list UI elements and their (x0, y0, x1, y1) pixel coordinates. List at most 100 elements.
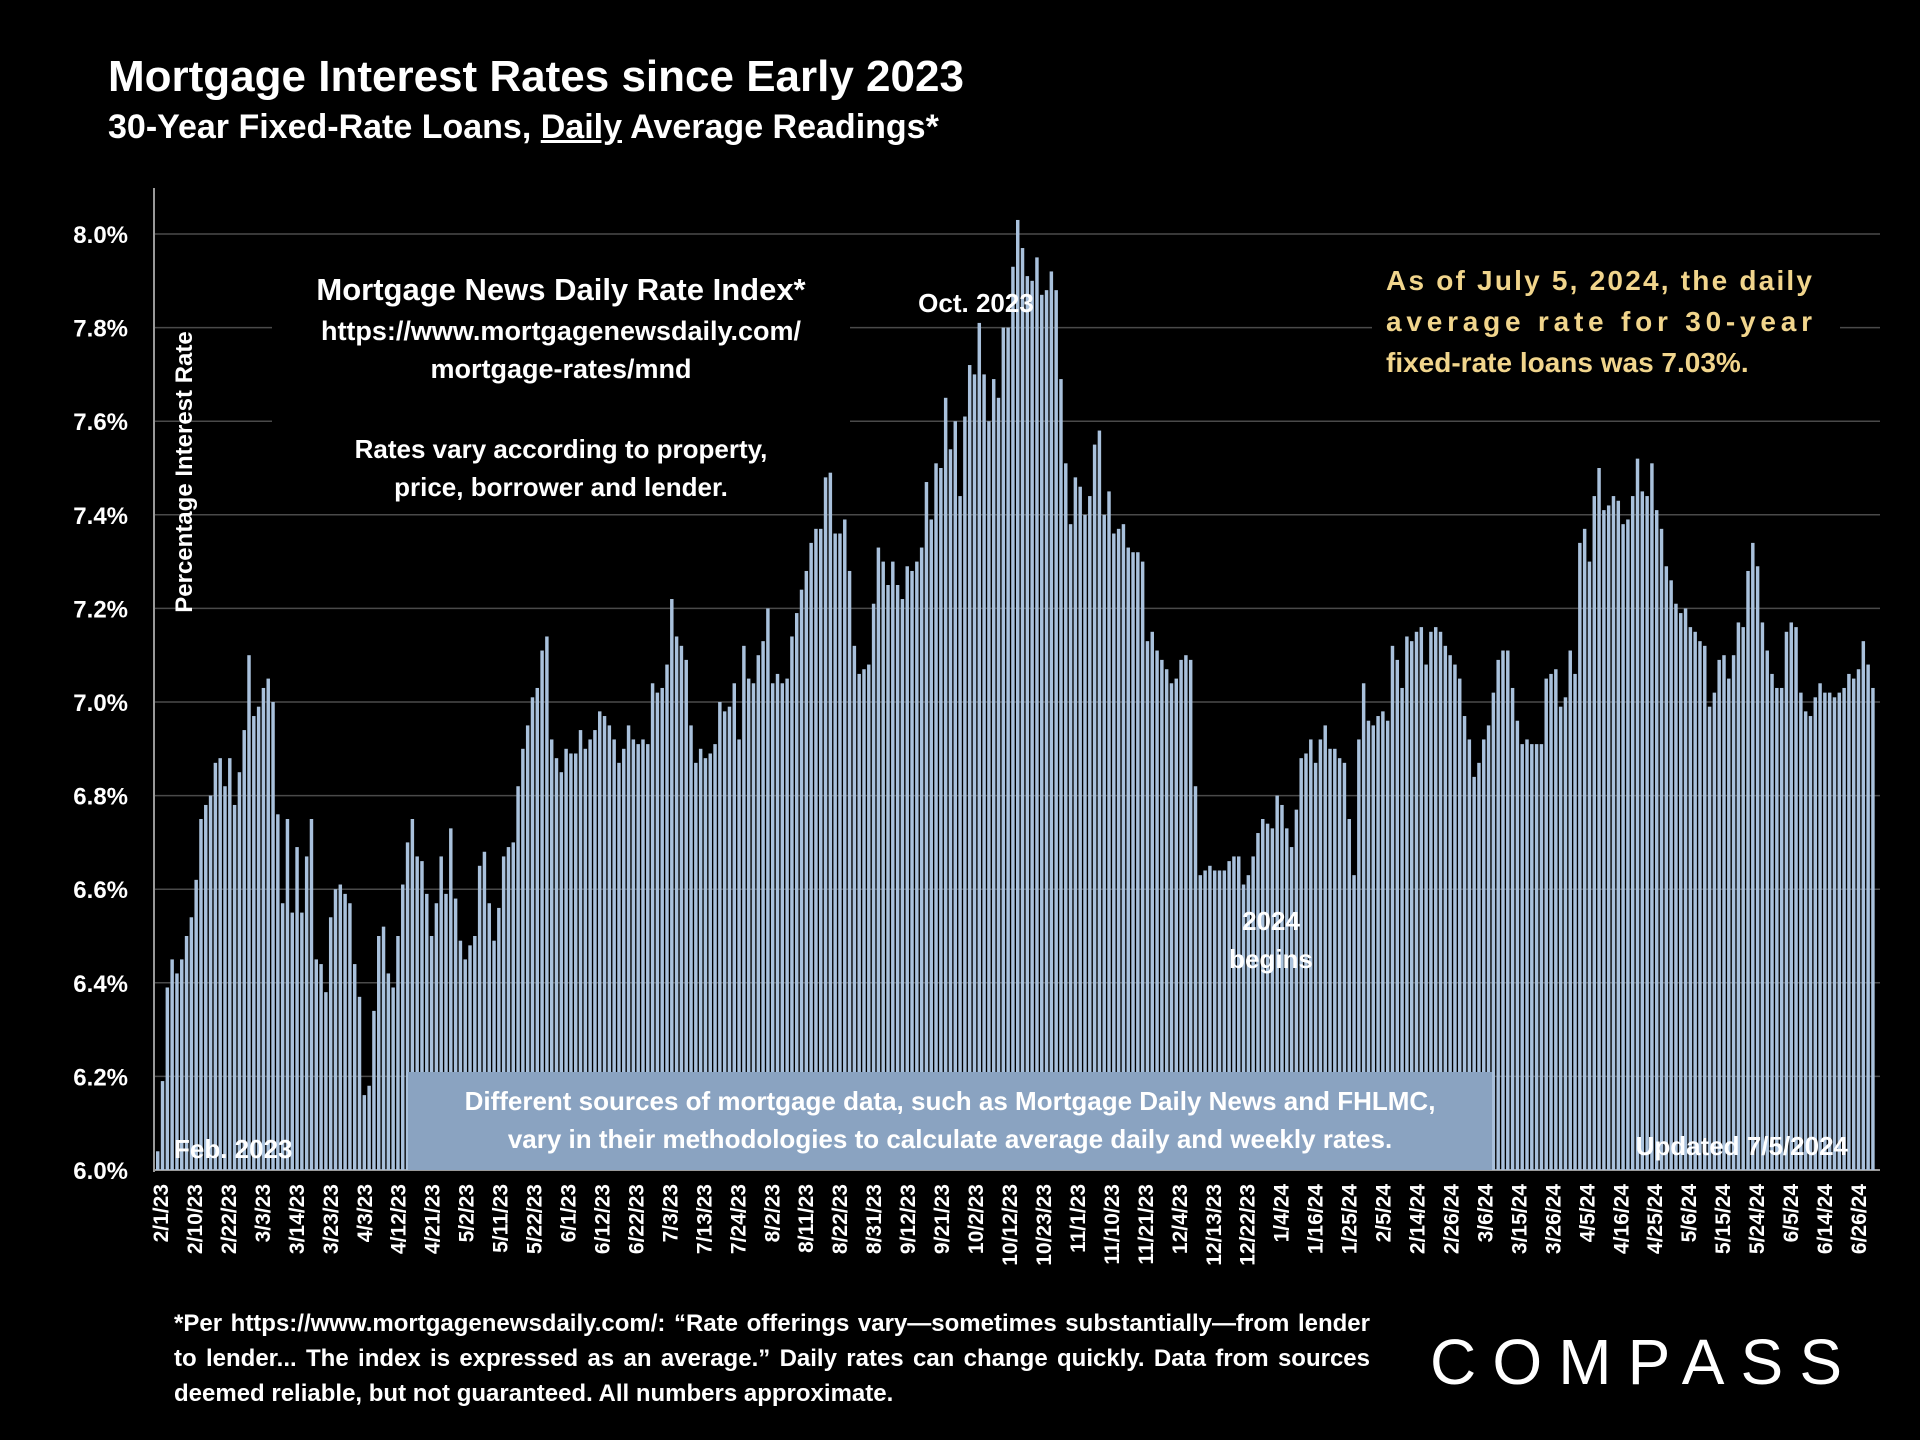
rate-bar (444, 893, 448, 1170)
rate-bar (718, 702, 722, 1170)
x-tick-label: 6/14/24 (1814, 1184, 1837, 1254)
rate-bar (1640, 491, 1645, 1170)
rate-bar (1347, 819, 1351, 1170)
footnote: *Per https://www.mortgagenewsdaily.com/:… (174, 1310, 1370, 1407)
rate-bar (497, 907, 501, 1170)
rate-bar (1578, 542, 1582, 1170)
x-tick-label: 5/6/24 (1678, 1184, 1701, 1243)
rate-bar (228, 758, 232, 1170)
y-tick-labels: 6.0% 6.2% 6.4% 6.6% 6.8% 7.0% 7.2% 7.4% 7.6% 7.8%… (73, 222, 128, 1185)
rate-bar (1683, 608, 1688, 1170)
rate-bar (1044, 290, 1049, 1170)
rate-bar (631, 739, 636, 1170)
rate-bar (1121, 524, 1126, 1170)
x-tick-label: 5/2/23 (456, 1184, 479, 1242)
x-tick-label: 3/3/23 (252, 1184, 275, 1242)
rate-bar (790, 636, 794, 1170)
rate-bar (1799, 692, 1803, 1170)
rate-bar (1078, 486, 1082, 1171)
rate-bar (1169, 683, 1174, 1170)
rate-bar (276, 814, 280, 1170)
rate-bar (1237, 856, 1241, 1170)
rate-bar (1510, 687, 1515, 1170)
rate-bar (1679, 613, 1683, 1170)
rate-bar (1491, 692, 1496, 1170)
rate-bar (545, 636, 549, 1170)
rate-bar (1534, 744, 1539, 1170)
rate-bar (1395, 659, 1400, 1170)
rate-bar (1842, 687, 1846, 1170)
rate-bar (1337, 758, 1342, 1170)
rate-bar (1779, 687, 1784, 1170)
rate-bar (1650, 463, 1654, 1170)
rate-bar (684, 659, 688, 1170)
source-title: Mortgage News Daily Rate Index* (316, 272, 806, 307)
rate-bar (1731, 655, 1736, 1170)
rate-bar (1611, 496, 1616, 1171)
rate-bar (881, 561, 885, 1170)
x-tick-label: 6/12/23 (592, 1184, 615, 1254)
x-tick-label: 7/24/23 (727, 1184, 750, 1254)
rate-bar (679, 645, 684, 1170)
rate-bar (1616, 500, 1621, 1170)
rate-bar (948, 449, 953, 1170)
rate-bar (218, 758, 222, 1170)
rate-bar (1520, 744, 1524, 1170)
rate-bar (1222, 870, 1227, 1170)
x-tick-label: 2/14/24 (1407, 1184, 1430, 1254)
rate-bar (237, 772, 242, 1170)
rate-bar (1275, 795, 1279, 1170)
rate-bar (1727, 678, 1731, 1170)
2024-begins-line-1: 2024 (1242, 906, 1300, 936)
rate-bar (1361, 683, 1366, 1170)
rate-bar (1558, 706, 1563, 1170)
rate-bar (838, 533, 842, 1170)
rate-bar (1241, 884, 1246, 1170)
rate-bar (1674, 603, 1678, 1170)
rate-bar (1467, 739, 1472, 1170)
rate-bar (943, 397, 948, 1170)
rate-bar (1472, 776, 1476, 1170)
rate-bar (1059, 379, 1063, 1171)
rate-bar (1563, 697, 1568, 1170)
rate-bar (386, 973, 391, 1170)
rate-bar (530, 697, 535, 1170)
x-tick-label: 10/23/23 (1033, 1184, 1056, 1266)
rate-bar (1409, 641, 1414, 1170)
rate-bar (362, 1095, 367, 1170)
rate-bar (1703, 645, 1707, 1170)
rate-bar (569, 753, 573, 1170)
rate-bar (1765, 650, 1769, 1170)
rate-bar (328, 917, 333, 1170)
rate-bar (991, 379, 996, 1171)
rate-bar (1482, 739, 1486, 1170)
rate-bar (833, 533, 837, 1170)
rate-bar (1443, 645, 1448, 1170)
rate-bar (521, 748, 525, 1170)
rate-bar (266, 678, 270, 1170)
y-tick-label: 6.8% (73, 784, 128, 811)
rate-bar (1871, 687, 1875, 1170)
rate-bar (1030, 280, 1034, 1170)
rate-bar (823, 477, 828, 1170)
rate-bar (1453, 664, 1457, 1170)
rate-bar (1597, 468, 1601, 1170)
rate-bar (1352, 875, 1356, 1170)
x-tick-label: 11/21/23 (1135, 1184, 1158, 1265)
rate-bar (429, 936, 434, 1170)
rate-bar (1083, 514, 1087, 1170)
x-tick-label: 1/16/24 (1305, 1184, 1328, 1254)
rate-bar (665, 664, 669, 1170)
rate-bar (1049, 271, 1054, 1170)
rate-bar (1751, 542, 1755, 1170)
rate-bar (1645, 496, 1649, 1171)
rate-bar (1438, 631, 1443, 1170)
rate-bar (958, 496, 962, 1171)
rate-bar (189, 917, 194, 1170)
rate-bar (996, 397, 1001, 1170)
x-tick-label: 4/5/24 (1576, 1184, 1599, 1243)
rate-bar (828, 472, 833, 1170)
rate-bar (1131, 552, 1135, 1170)
rate-bar (1818, 683, 1822, 1170)
rate-bar (967, 365, 972, 1170)
